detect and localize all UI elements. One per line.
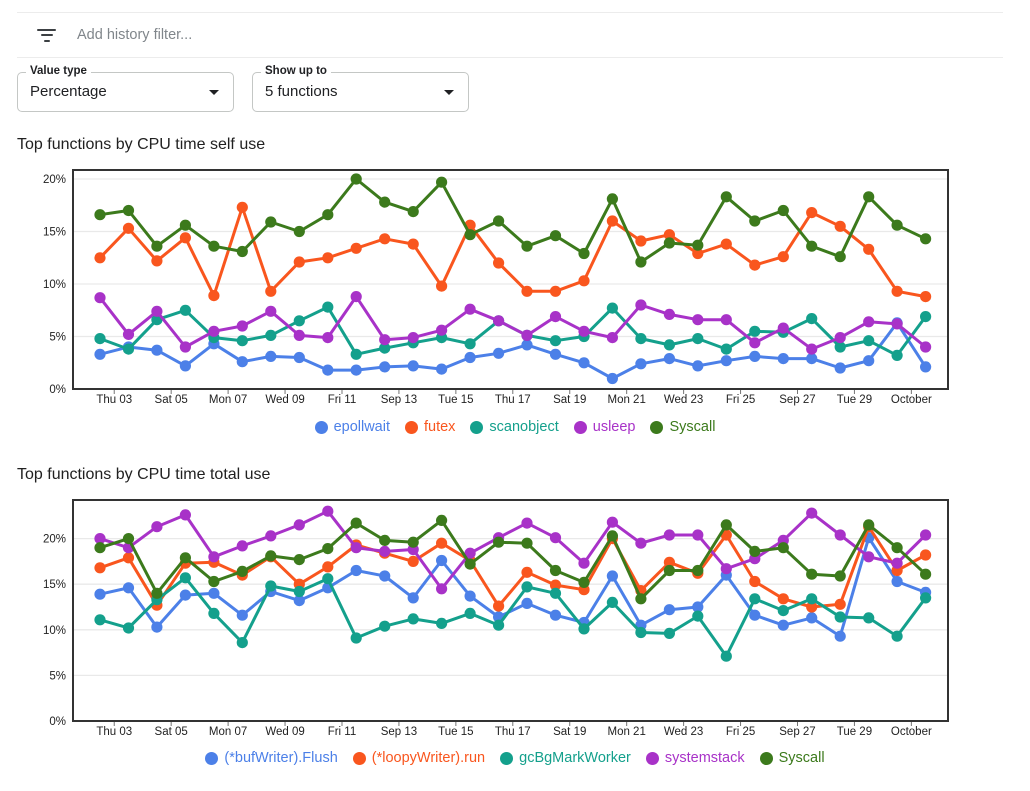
svg-text:Sep 13: Sep 13 [381,726,417,738]
legend-label: (*loopyWriter).run [371,750,486,766]
cpu-total-chart-legend: (*bufWriter).Flush (*loopyWriter).run gcBg… [0,750,1030,766]
legend-dot-icon [352,751,366,765]
svg-text:15%: 15% [43,227,66,239]
svg-text:Tue 15: Tue 15 [438,394,473,406]
svg-text:Sep 27: Sep 27 [779,394,815,406]
legend-label: Syscall [778,750,825,766]
dropdown-arrow-icon [444,90,454,95]
cpu-self-chart: 0% 5% 10% 15% 20% Thu 03 Sat 05 Mon 07 Wed 09 Fri… [43,169,949,406]
svg-text:Mon 21: Mon 21 [607,394,645,406]
legend-dot-icon [573,420,587,434]
svg-text:October: October [891,726,932,738]
legend-item: systemstack [645,750,745,766]
legend-item: scanobject [470,419,559,435]
svg-text:Wed 23: Wed 23 [664,726,703,738]
show-up-to-value: 5 functions [265,83,338,100]
legend-dot-icon [650,420,664,434]
svg-text:5%: 5% [49,332,66,344]
svg-text:Sat 19: Sat 19 [553,726,586,738]
svg-text:Tue 29: Tue 29 [837,726,872,738]
legend-label: futex [423,419,456,435]
svg-text:15%: 15% [43,579,66,591]
svg-text:Tue 29: Tue 29 [837,394,872,406]
svg-text:Thu 17: Thu 17 [495,726,531,738]
legend-label: scanobject [489,419,559,435]
svg-text:Mon 07: Mon 07 [209,726,247,738]
svg-text:Thu 03: Thu 03 [96,394,132,406]
legend-dot-icon [470,420,484,434]
legend-dot-icon [645,751,659,765]
legend-dot-icon [314,420,328,434]
svg-text:Sep 13: Sep 13 [381,394,417,406]
cpu-total-chart: 0% 5% 10% 15% 20% Thu 03 Sat 05 Mon 07 Wed 09 Fri… [43,499,949,738]
legend-item: usleep [573,419,636,435]
legend-item: Syscall [650,419,715,435]
value-type-select[interactable]: Value type Percentage [17,65,234,112]
legend-item: futex [404,419,456,435]
filter-list-icon[interactable] [37,28,56,42]
legend-item: (*bufWriter).Flush [205,750,338,766]
svg-text:Fri 11: Fri 11 [328,394,357,406]
svg-text:20%: 20% [43,534,66,546]
svg-text:Tue 15: Tue 15 [438,726,473,738]
svg-text:0%: 0% [49,384,66,396]
svg-text:Fri 25: Fri 25 [726,726,755,738]
legend-label: usleep [592,419,636,435]
legend-item: Syscall [759,750,825,766]
legend-dot-icon [404,420,418,434]
legend-label: gcBgMarkWorker [519,750,631,766]
svg-text:Fri 25: Fri 25 [726,394,755,406]
svg-text:0%: 0% [49,716,66,728]
svg-text:Sat 05: Sat 05 [155,394,188,406]
svg-text:20%: 20% [43,174,66,186]
legend-label: Syscall [669,419,716,435]
legend-label: (*bufWriter).Flush [224,750,338,766]
legend-label: epollwait [333,419,390,435]
show-up-to-select[interactable]: Show up to 5 functions [252,65,469,112]
svg-text:Sep 27: Sep 27 [779,726,815,738]
value-type-label: Value type [26,65,91,78]
legend-dot-icon [205,751,219,765]
svg-text:Sat 05: Sat 05 [155,726,188,738]
svg-text:Mon 21: Mon 21 [607,726,645,738]
cpu-total-chart-title: Top functions by CPU time total use [17,466,271,483]
value-type-value: Percentage [30,83,107,100]
svg-text:Thu 17: Thu 17 [495,394,531,406]
legend-label: systemstack [664,750,745,766]
svg-text:Wed 09: Wed 09 [265,726,304,738]
history-filter-bar [0,13,1030,57]
svg-text:Wed 09: Wed 09 [265,394,304,406]
svg-text:5%: 5% [49,670,66,682]
svg-text:Sat 19: Sat 19 [553,394,586,406]
svg-text:10%: 10% [43,625,66,637]
top-divider [17,12,1003,13]
svg-text:10%: 10% [43,279,66,291]
legend-item: (*loopyWriter).run [352,750,486,766]
legend-dot-icon [500,751,514,765]
legend-item: gcBgMarkWorker [500,750,631,766]
legend-item: epollwait [314,419,390,435]
show-up-to-label: Show up to [261,65,331,78]
legend-dot-icon [759,751,773,765]
svg-text:Fri 11: Fri 11 [328,726,357,738]
svg-text:October: October [891,394,932,406]
svg-text:Thu 03: Thu 03 [96,726,132,738]
svg-text:Wed 23: Wed 23 [664,394,703,406]
filter-bar-divider [17,57,1003,58]
cpu-self-chart-title: Top functions by CPU time self use [17,136,266,153]
history-filter-input[interactable] [75,26,779,44]
cpu-self-chart-legend: epollwait futex scanobject usleep Syscall [0,419,1030,435]
dropdown-arrow-icon [209,90,219,95]
svg-text:Mon 07: Mon 07 [209,394,247,406]
